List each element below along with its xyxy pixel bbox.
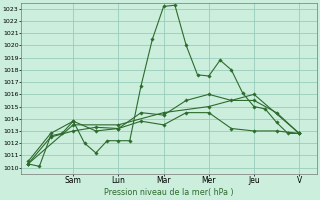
X-axis label: Pression niveau de la mer( hPa ): Pression niveau de la mer( hPa ) [104, 188, 234, 197]
